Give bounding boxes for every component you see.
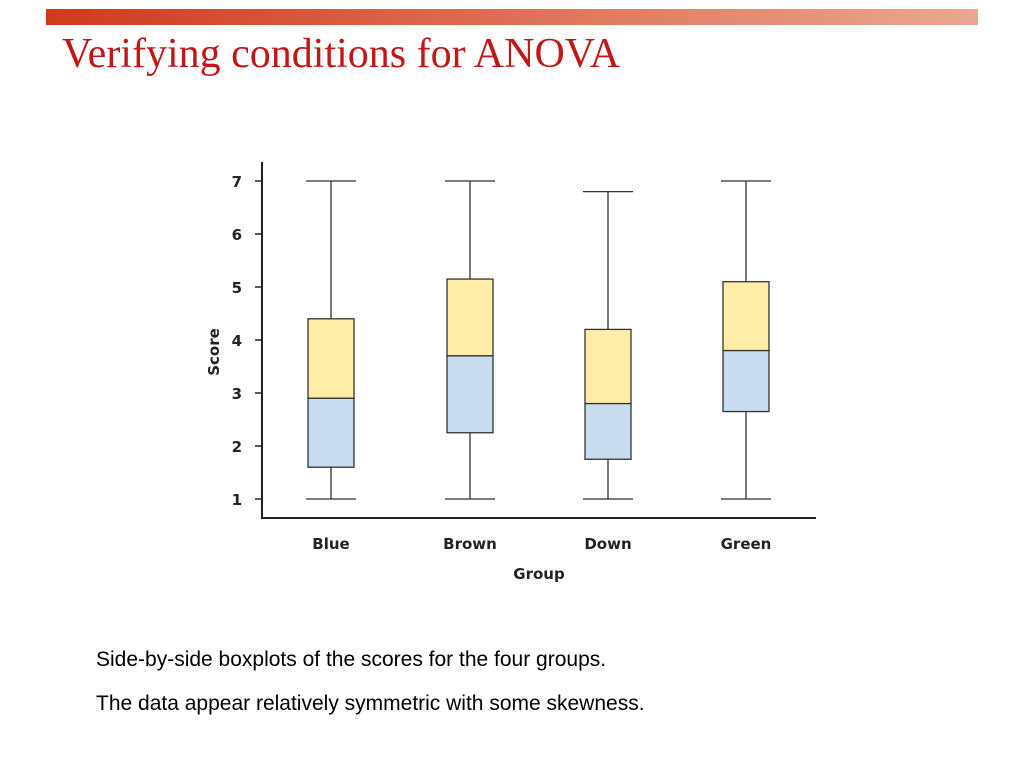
- y-tick-label-3: 3: [232, 385, 242, 403]
- boxplot-chart: 1 2 3 4 5 6 7 Score Blue Brown Down Green Group: [205, 162, 816, 583]
- x-tick-label-green: Green: [721, 535, 772, 553]
- box-upper-blue: [307, 318, 355, 399]
- y-tick-label-2: 2: [232, 438, 242, 456]
- y-tick-label-6: 6: [232, 226, 242, 244]
- box-upper-brown: [446, 278, 494, 357]
- x-axis-label: Group: [513, 565, 565, 583]
- box-lower-blue: [307, 397, 355, 468]
- caption-symmetry: The data appear relatively symmetric wit…: [96, 692, 645, 715]
- y-axis-label: Score: [205, 328, 223, 376]
- title-accent-bar: [46, 9, 978, 25]
- slide-title: Verifying conditions for ANOVA: [62, 31, 621, 77]
- box-lower-green: [722, 349, 770, 413]
- x-tick-label-down: Down: [584, 535, 631, 553]
- box-lower-brown: [446, 355, 494, 434]
- y-tick-label-1: 1: [232, 491, 242, 509]
- box-upper-green: [722, 281, 770, 352]
- y-tick-label-7: 7: [232, 173, 242, 191]
- y-tick-label-4: 4: [232, 332, 242, 350]
- box-lower-down: [584, 402, 632, 460]
- y-tick-label-5: 5: [232, 279, 242, 297]
- x-tick-label-brown: Brown: [443, 535, 497, 553]
- caption-boxplots: Side-by-side boxplots of the scores for …: [96, 648, 607, 671]
- x-tick-label-blue: Blue: [312, 535, 349, 553]
- box-upper-down: [584, 328, 632, 405]
